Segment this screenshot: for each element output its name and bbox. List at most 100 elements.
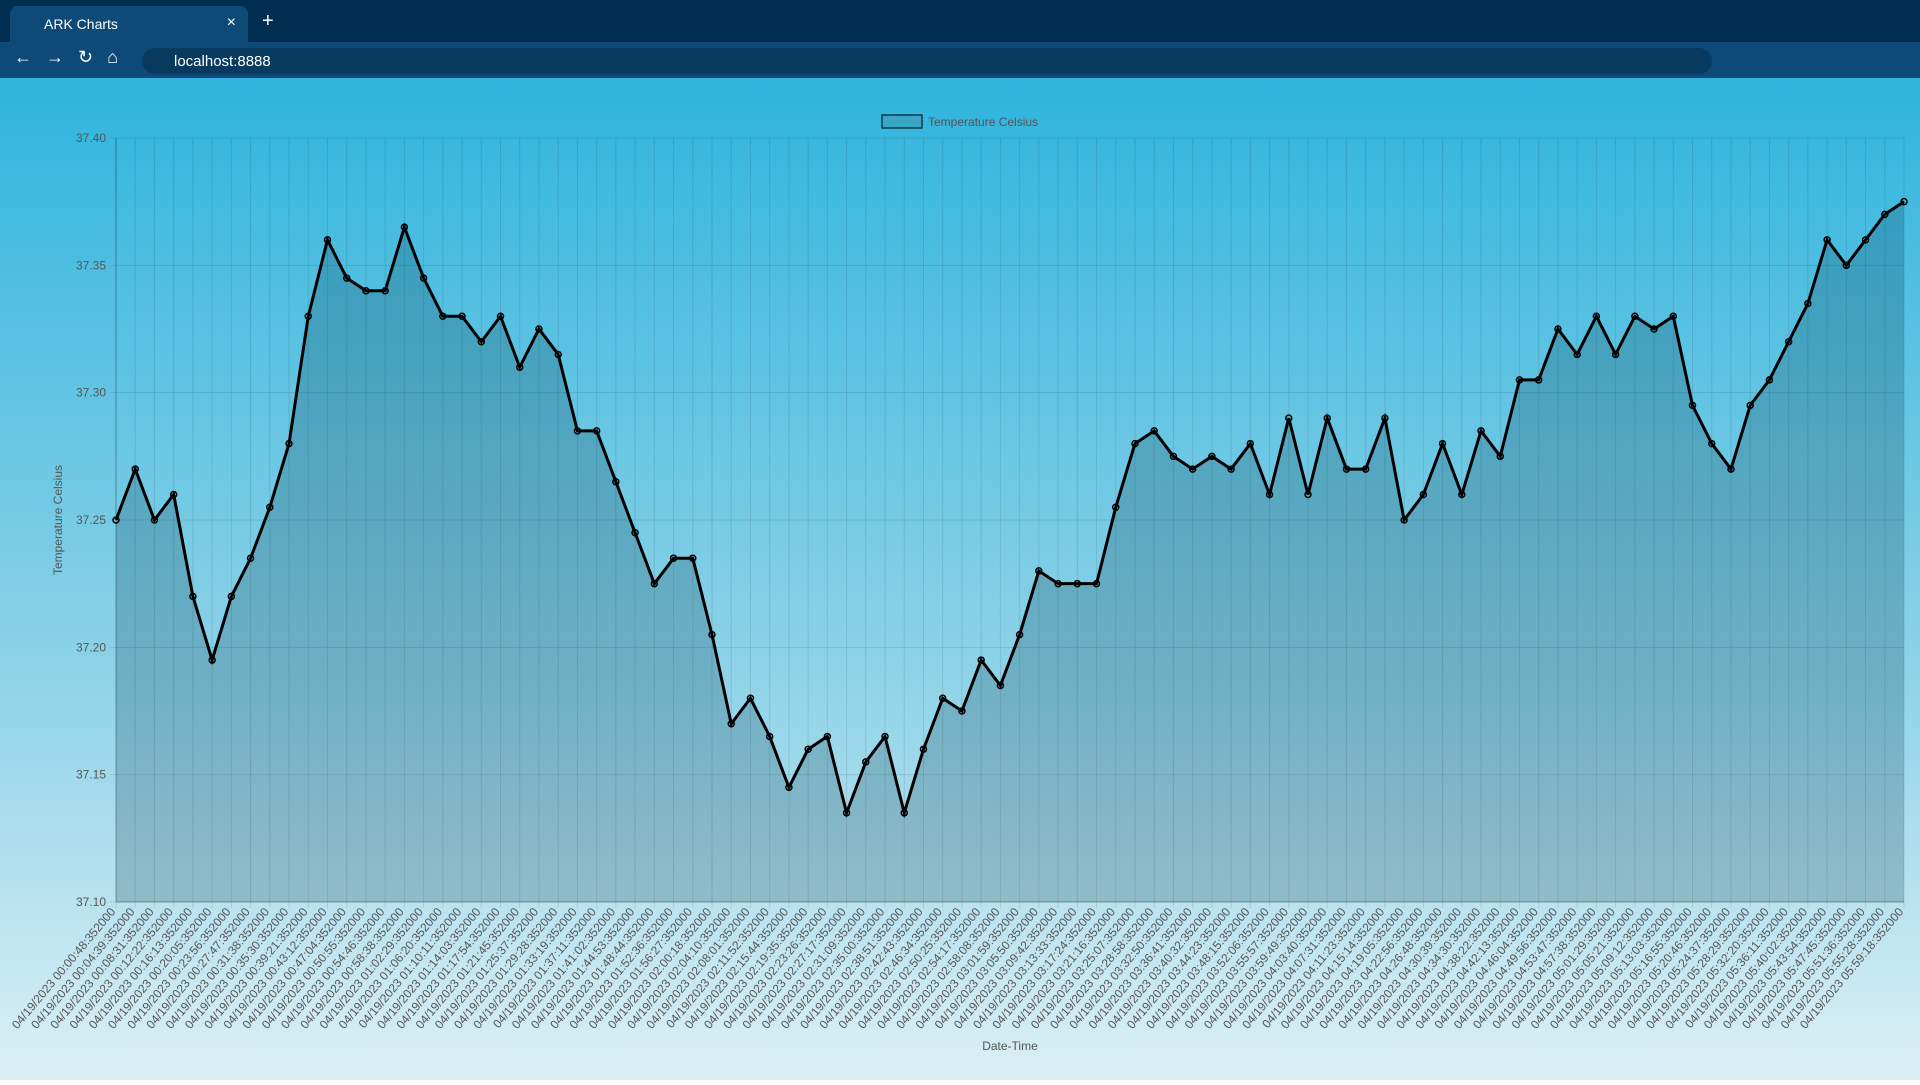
y-tick-label: 37.30: [76, 386, 106, 400]
point: [689, 554, 697, 562]
point: [1861, 236, 1870, 244]
point: [362, 287, 370, 295]
point: [208, 656, 216, 664]
point: [842, 809, 851, 817]
point: [823, 732, 832, 741]
point: [1727, 465, 1735, 473]
point: [1881, 210, 1889, 219]
point: [1573, 350, 1581, 359]
point: [1631, 312, 1639, 321]
point: [1611, 350, 1620, 359]
point: [1150, 427, 1158, 435]
point: [1496, 452, 1505, 461]
point: [150, 516, 159, 524]
y-axis-title: Temperature Celsius: [51, 465, 65, 575]
point: [1381, 414, 1389, 422]
point: [1285, 414, 1293, 422]
point: [1169, 452, 1178, 461]
area: [116, 201, 1904, 903]
y-tick-label: 37.35: [76, 258, 106, 272]
point: [996, 681, 1005, 690]
tab-close[interactable]: ×: [226, 14, 236, 31]
point: [1823, 236, 1831, 244]
point: [1092, 579, 1101, 588]
point: [900, 809, 909, 817]
y-tick-label: 37.40: [76, 131, 106, 145]
point: [631, 528, 639, 537]
point: [785, 783, 793, 792]
browser-chrome: ARK Charts × + ←→↻⌂ localhost:8888: [0, 0, 1920, 78]
point: [1650, 325, 1658, 333]
point: [1900, 197, 1908, 206]
point: [1419, 490, 1428, 499]
legend-swatch: [881, 114, 923, 129]
point: [1746, 401, 1754, 410]
point: [804, 745, 812, 753]
point: [400, 223, 409, 231]
point: [1035, 567, 1043, 575]
point: [592, 427, 601, 435]
page: 37.10 37.15 37.20 37.25 37.30 37.35 37.40 04/19…: [0, 78, 1920, 1080]
legend-label: Temperature Celsius: [928, 115, 1038, 129]
point: [573, 427, 582, 435]
point: [246, 554, 255, 562]
point: [515, 363, 524, 371]
point: [746, 694, 755, 703]
x-axis-title: Date-Time: [982, 1039, 1038, 1053]
point: [650, 579, 659, 588]
point: [1842, 261, 1851, 270]
point: [1131, 439, 1139, 448]
point: [554, 350, 562, 359]
point: [919, 745, 928, 753]
point: [477, 337, 486, 346]
point: [1323, 414, 1331, 422]
point: [708, 630, 716, 639]
point: [1784, 337, 1793, 346]
point: [419, 274, 428, 282]
new-tab[interactable]: +: [262, 10, 274, 32]
point: [1477, 427, 1485, 435]
point: [535, 325, 543, 333]
point: [938, 694, 947, 703]
point: [1804, 299, 1812, 308]
point: [439, 312, 447, 321]
chart: 37.1037.1537.2037.2537.3037.3537.4004/19…: [9, 114, 1908, 1053]
point: [881, 732, 889, 741]
point: [169, 490, 178, 499]
point: [323, 236, 332, 244]
url: localhost:8888: [174, 53, 271, 70]
address-bar[interactable]: localhost:8888: [142, 48, 1712, 74]
point: [862, 758, 870, 766]
point: [1688, 401, 1697, 410]
y-tick-label: 37.15: [76, 768, 106, 782]
point: [1015, 630, 1024, 639]
point: [1304, 490, 1312, 499]
point: [1592, 312, 1601, 321]
point: [958, 707, 966, 715]
point: [285, 439, 293, 448]
point: [227, 592, 236, 601]
y-tick-label: 37.10: [76, 895, 106, 909]
point: [458, 312, 466, 321]
point: [1400, 516, 1408, 524]
y-tick-label: 37.25: [76, 513, 106, 527]
point: [1534, 376, 1543, 384]
nav-buttons[interactable]: ←→↻⌂: [14, 47, 132, 67]
point: [727, 719, 735, 728]
point: [1188, 465, 1197, 473]
point: [1342, 465, 1351, 473]
point: [1707, 439, 1716, 448]
point: [1227, 465, 1235, 473]
line: [114, 200, 1905, 819]
point: [669, 554, 678, 562]
point: [496, 312, 505, 321]
point: [1669, 312, 1678, 321]
point: [1458, 490, 1466, 499]
point: [266, 503, 274, 512]
point: [1111, 503, 1120, 512]
tab-title: ARK Charts: [44, 16, 118, 32]
point: [1265, 490, 1274, 499]
point: [112, 516, 120, 524]
point: [1438, 439, 1447, 448]
tab[interactable]: ARK Charts ×: [10, 6, 248, 42]
